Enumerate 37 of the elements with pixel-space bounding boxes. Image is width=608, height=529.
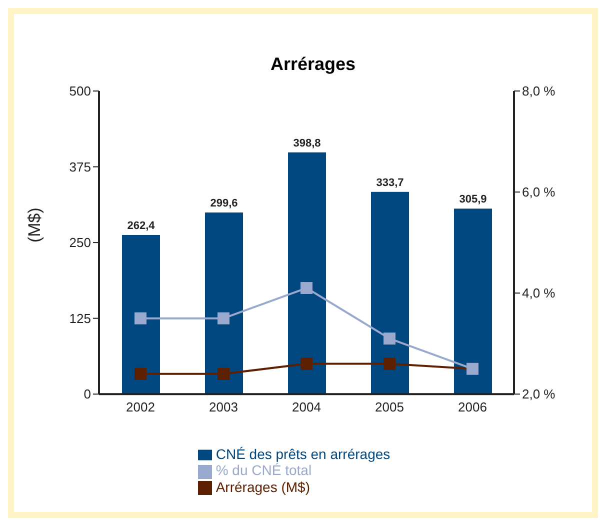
y2-tick-label: 8,0 % xyxy=(522,84,556,99)
data-label: 398,8 xyxy=(293,137,321,150)
y2-tick-label: 6,0 % xyxy=(522,184,556,200)
x-tick-label: 2005 xyxy=(375,399,404,414)
legend-label: % du CNÉ total xyxy=(216,462,312,478)
legend-label: CNÉ des prêts en arrérages xyxy=(216,446,390,462)
point xyxy=(134,312,146,324)
x-tick-label: 2004 xyxy=(292,399,321,414)
data-label: 333,7 xyxy=(376,176,404,189)
y-tick-label: 375 xyxy=(69,159,91,174)
x-tick-label: 2006 xyxy=(458,399,487,414)
point xyxy=(384,332,396,345)
point xyxy=(134,368,146,380)
bar xyxy=(371,192,409,394)
chart-title: Arrérages xyxy=(269,54,357,75)
y2-tick-label: 2,0 % xyxy=(522,386,556,402)
y2-tick-label: 4,0 % xyxy=(522,286,556,301)
bar xyxy=(122,235,160,394)
x-tick-label: 2003 xyxy=(209,399,238,414)
data-label: 262,4 xyxy=(127,220,156,232)
bar xyxy=(454,208,492,394)
bar xyxy=(288,152,326,394)
point xyxy=(300,358,312,370)
y-tick-label: 125 xyxy=(69,310,91,326)
point xyxy=(384,358,396,370)
point xyxy=(218,312,230,324)
point xyxy=(300,282,312,294)
data-label: 299,6 xyxy=(210,197,238,210)
point xyxy=(218,368,230,380)
y-tick-label: 250 xyxy=(69,235,91,250)
bar xyxy=(205,212,243,394)
y-tick-label: 500 xyxy=(69,84,91,99)
x-tick-label: 2002 xyxy=(126,399,155,414)
y-tick-label: 0 xyxy=(84,386,91,402)
legend-label: Arrérages (M$) xyxy=(216,478,310,495)
data-label: 305,9 xyxy=(459,194,487,206)
y-axis-title: (M$) xyxy=(25,208,44,243)
